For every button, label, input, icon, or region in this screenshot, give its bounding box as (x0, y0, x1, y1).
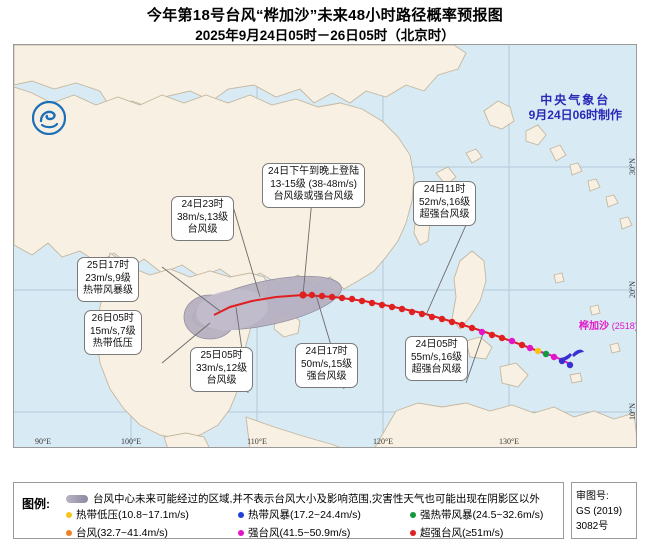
map-canvas: 中央气象台 9月24日06时制作 24日下午到晚上登陆 13-15级 (38-4… (14, 45, 636, 447)
agency-stamp: 中央气象台 9月24日06时制作 (529, 93, 622, 123)
callout-26d05h-time: 26日05时 (91, 313, 134, 324)
lat-tick-30n: 30°N (628, 158, 637, 175)
callout-24d17h[interactable]: 24日17时 50m/s,15级 强台风级 (295, 343, 359, 388)
legend-label-severe-tropical-storm: 强热带风暴(24.5~32.6m/s) (420, 509, 544, 521)
severe-typhoon-dot-icon (238, 529, 244, 536)
legend-label-tropical-depression: 热带低压(10.8~17.1m/s) (76, 509, 189, 521)
storm-name: 桦加沙 (579, 321, 609, 332)
page-title: 今年第18号台风“桦加沙”未来48小时路径概率预报图 2025年9月24日05时… (0, 6, 650, 45)
probability-cone (183, 275, 342, 340)
callout-25d17h-intensity: 23m/s,9级 (85, 272, 131, 284)
title-line-2: 2025年9月24日05时－26日05时（北京时） (195, 28, 455, 43)
callout-24d05h[interactable]: 24日05时 55m/s,16级 超强台风级 (405, 336, 469, 381)
tropical-depression-dot-icon (66, 511, 72, 518)
callout-24d05h-intensity: 55m/s,16级 (411, 351, 463, 363)
callout-25d05h[interactable]: 25日05时 33m/s,12级 台风级 (190, 347, 254, 392)
track-observation-dots (299, 291, 574, 369)
callout-26d05h-category: 热带低压 (92, 338, 133, 349)
callout-landfall-category: 台风级或强台风级 (273, 191, 354, 202)
callout-24d17h-intensity: 50m/s,15级 (301, 358, 353, 370)
callout-24d11h[interactable]: 24日11时 52m/s,16级 超强台风级 (413, 181, 477, 226)
callout-24d11h-time: 24日11时 (423, 184, 466, 195)
callout-26d05h[interactable]: 26日05时 15m/s,7级 热带低压 (84, 310, 142, 355)
callout-24d23h-category: 台风级 (187, 224, 218, 235)
legend-shaded-row: 台风中心未来可能经过的区域,并不表示台风大小及影响范围,灾害性天气也可能出现在阴… (66, 491, 540, 506)
callout-24d17h-category: 强台风级 (306, 371, 347, 382)
callout-landfall-time: 24日下午到晚上登陆 (268, 166, 360, 177)
legend-category-grid: 热带低压(10.8~17.1m/s) 热带风暴(17.2~24.4m/s) 强热… (66, 507, 558, 540)
title-line-1: 今年第18号台风“桦加沙”未来48小时路径概率预报图 (146, 7, 504, 24)
legend-label-typhoon: 台风(32.7~41.4m/s) (76, 527, 168, 539)
lat-tick-20n: 20°N (628, 281, 637, 298)
lon-tick-100e: 100°E (120, 437, 142, 446)
lon-tick-90e: 90°E (34, 437, 52, 446)
super-typhoon-dot-icon (410, 529, 416, 536)
legend-item-super-typhoon: 超强台风(≥51m/s) (410, 525, 558, 540)
shaded-area-swatch-icon (66, 494, 88, 503)
storm-number: (2518) (611, 321, 637, 331)
legend-panel: 图例: 台风中心未来可能经过的区域,并不表示台风大小及影响范围,灾害性天气也可能… (13, 482, 564, 539)
lon-tick-120e: 120°E (372, 437, 394, 446)
callout-24d17h-time: 24日17时 (305, 346, 348, 357)
callout-24d05h-time: 24日05时 (415, 339, 458, 350)
callout-25d05h-category: 台风级 (206, 375, 237, 386)
legend-label-severe-typhoon: 强台风(41.5~50.9m/s) (248, 527, 351, 539)
callout-leader-lines (161, 177, 485, 394)
approval-panel: 审图号: GS (2019) 3082号 (571, 482, 637, 539)
callout-24d11h-category: 超强台风级 (419, 209, 470, 220)
callout-25d05h-time: 25日05时 (200, 350, 243, 361)
legend-shaded-note: 台风中心未来可能经过的区域,并不表示台风大小及影响范围,灾害性天气也可能出现在阴… (93, 493, 540, 505)
callout-25d05h-intensity: 33m/s,12级 (196, 362, 248, 374)
forecast-map[interactable]: 中央气象台 9月24日06时制作 24日下午到晚上登陆 13-15级 (38-4… (13, 44, 637, 448)
storm-name-label: 桦加沙 (2518) (579, 317, 637, 332)
approval-label: 审图号: (576, 491, 609, 502)
legend-item-severe-tropical-storm: 强热带风暴(24.5~32.6m/s) (410, 507, 558, 522)
callout-24d11h-intensity: 52m/s,16级 (419, 196, 471, 208)
approval-value: GS (2019) 3082号 (576, 506, 623, 532)
callout-25d17h-category: 热带风暴级 (83, 285, 133, 296)
callout-25d17h-time: 25日17时 (86, 260, 130, 271)
legend-item-severe-typhoon: 强台风(41.5~50.9m/s) (238, 525, 410, 540)
lat-tick-10n: 10°N (628, 403, 637, 420)
lon-tick-110e: 110°E (247, 437, 267, 446)
callout-landfall-intensity: 13-15级 (38-48m/s) (270, 178, 357, 190)
agency-name: 中央气象台 (540, 93, 611, 107)
callout-24d23h-time: 24日23时 (181, 199, 224, 210)
cma-logo-icon (31, 100, 67, 136)
typhoon-symbol (560, 349, 584, 361)
callout-24d05h-category: 超强台风级 (411, 364, 462, 375)
tropical-storm-dot-icon (238, 511, 244, 518)
agency-issue-time: 9月24日06时制作 (528, 108, 622, 122)
callout-26d05h-intensity: 15m/s,7级 (90, 325, 136, 337)
callout-25d17h[interactable]: 25日17时 23m/s,9级 热带风暴级 (77, 257, 139, 302)
typhoon-dot-icon (66, 529, 72, 536)
callout-24d23h-intensity: 38m/s,13级 (177, 211, 229, 223)
callout-landfall[interactable]: 24日下午到晚上登陆 13-15级 (38-48m/s) 台风级或强台风级 (262, 163, 366, 208)
legend-item-typhoon: 台风(32.7~41.4m/s) (66, 525, 238, 540)
legend-title: 图例: (22, 497, 50, 511)
legend-item-tropical-storm: 热带风暴(17.2~24.4m/s) (238, 507, 410, 522)
callout-24d23h[interactable]: 24日23时 38m/s,13级 台风级 (171, 196, 235, 241)
map-graphics (14, 45, 636, 447)
legend-label-tropical-storm: 热带风暴(17.2~24.4m/s) (248, 509, 361, 521)
severe-tropical-storm-dot-icon (410, 511, 416, 518)
lon-tick-130e: 130°E (498, 437, 520, 446)
legend-item-tropical-depression: 热带低压(10.8~17.1m/s) (66, 507, 238, 522)
legend-label-super-typhoon: 超强台风(≥51m/s) (420, 527, 504, 539)
